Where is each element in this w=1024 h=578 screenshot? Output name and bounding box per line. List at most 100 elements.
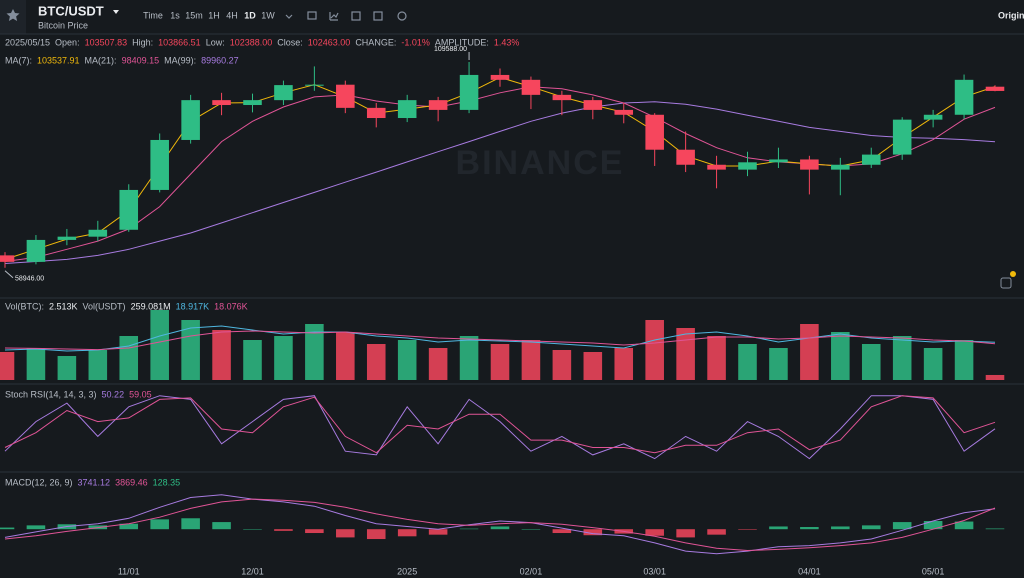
candle-body [892,119,912,155]
macd-histogram-bar [861,525,881,530]
candle-body [738,162,757,170]
volume-bar [892,336,912,380]
legend-text: Low: [206,37,225,47]
legend-text: 103537.91 [37,55,80,65]
volume-bar [831,332,850,380]
legend-text: -1.01% [401,37,430,47]
time-axis-label: 03/01 [643,566,666,576]
stoch-line [4,395,996,460]
legend-text: MA(7): [5,55,32,65]
screenshot-icon[interactable] [1000,277,1012,289]
volume-bar [676,328,695,380]
legend-text: Stoch RSI(14, 14, 3, 3) [5,389,97,399]
candle-body [336,84,355,108]
macd-histogram-bar [336,529,355,538]
interval-button[interactable]: Time [143,10,163,20]
candle-body [923,114,943,120]
interval-button[interactable]: 1W [261,10,275,20]
annotation-leader [4,270,14,279]
watermark: BINANCE [456,144,625,182]
legend-text: 18.917K [176,301,210,311]
candle-body [181,100,200,140]
macd-histogram-bar [26,525,46,530]
legend-text: Close: [277,37,303,47]
legend-text: MA(21): [85,55,117,65]
time-axis-label: 04/01 [798,566,821,576]
volume-bar [428,348,448,380]
more-intervals[interactable] [285,14,293,19]
macd-histogram-bar [985,528,1005,530]
candle-body [428,100,448,110]
macd-line [4,494,996,555]
volume-bar [150,310,169,380]
candle-body [521,79,541,95]
candle-body [459,74,479,110]
candle-body [212,100,231,106]
candle-body [305,84,324,86]
macd-histogram-bar [119,523,139,530]
star-icon [6,9,20,21]
toolbar-icons [285,11,407,21]
symbol-subtitle: Bitcoin Price [38,20,88,30]
volume-bar [336,332,355,380]
candle-body [861,154,881,165]
legend-text: 1.43% [494,37,520,47]
volume-bar [119,336,139,380]
legend-text: 103507.83 [85,37,128,47]
candle-body [552,94,572,101]
time-axis-label: 05/01 [922,566,945,576]
interval-button[interactable]: 4H [226,10,238,20]
interval-button[interactable]: 15m [185,10,203,20]
candle-body [274,85,293,101]
candle-body [366,107,386,119]
interval-button[interactable]: 1D [244,10,256,20]
candle-body [397,100,417,119]
ma-line [4,101,996,264]
volume-bar [800,324,819,380]
candle-body [769,159,788,163]
macd-histogram-bar [892,522,912,530]
volume-bar [397,340,417,380]
macd-histogram-bar [397,529,417,537]
layout-icon[interactable] [351,11,361,21]
volume-bar [521,340,541,380]
candle-body [831,164,850,170]
chart-type-icon[interactable] [329,12,339,21]
candle-body [243,100,262,106]
macd-histogram-bar [831,526,850,530]
macd-histogram-bar [954,521,974,530]
candle-body [614,109,634,115]
interval-button[interactable]: 1H [208,10,220,20]
macd-histogram-bar [490,526,510,530]
interval-button[interactable]: 1s [170,10,180,20]
volume-bar [366,344,386,380]
view-mode[interactable]: Origina [998,10,1024,20]
settings-icon[interactable] [397,11,407,21]
volume-bar [26,348,46,380]
legend-text: 102463.00 [308,37,351,47]
candle-body [645,114,664,150]
macd-histogram-bar [428,529,448,535]
macd-histogram-bar [645,529,664,536]
indicator-icon[interactable] [307,11,317,20]
volume-bar [738,344,757,380]
legend-text: 59.05 [129,389,152,399]
volume-ma-line [4,325,996,352]
volume-bar [583,352,603,380]
macd-histogram-bar [676,529,695,538]
volume-bar [614,348,634,380]
volume-bar [0,352,15,380]
macd-histogram-bar [552,529,572,534]
dropdown-caret [113,10,119,14]
macd-histogram-bar [243,529,262,530]
template-icon[interactable] [373,11,383,21]
volume-bar [243,340,262,380]
candle-body [26,239,46,262]
legend-text: 18.076K [214,301,248,311]
stoch-line [4,395,996,454]
volume-bar [552,350,572,380]
symbol[interactable]: BTC/USDT [38,3,104,18]
volume-bar [305,324,324,380]
candle-body [57,236,77,240]
